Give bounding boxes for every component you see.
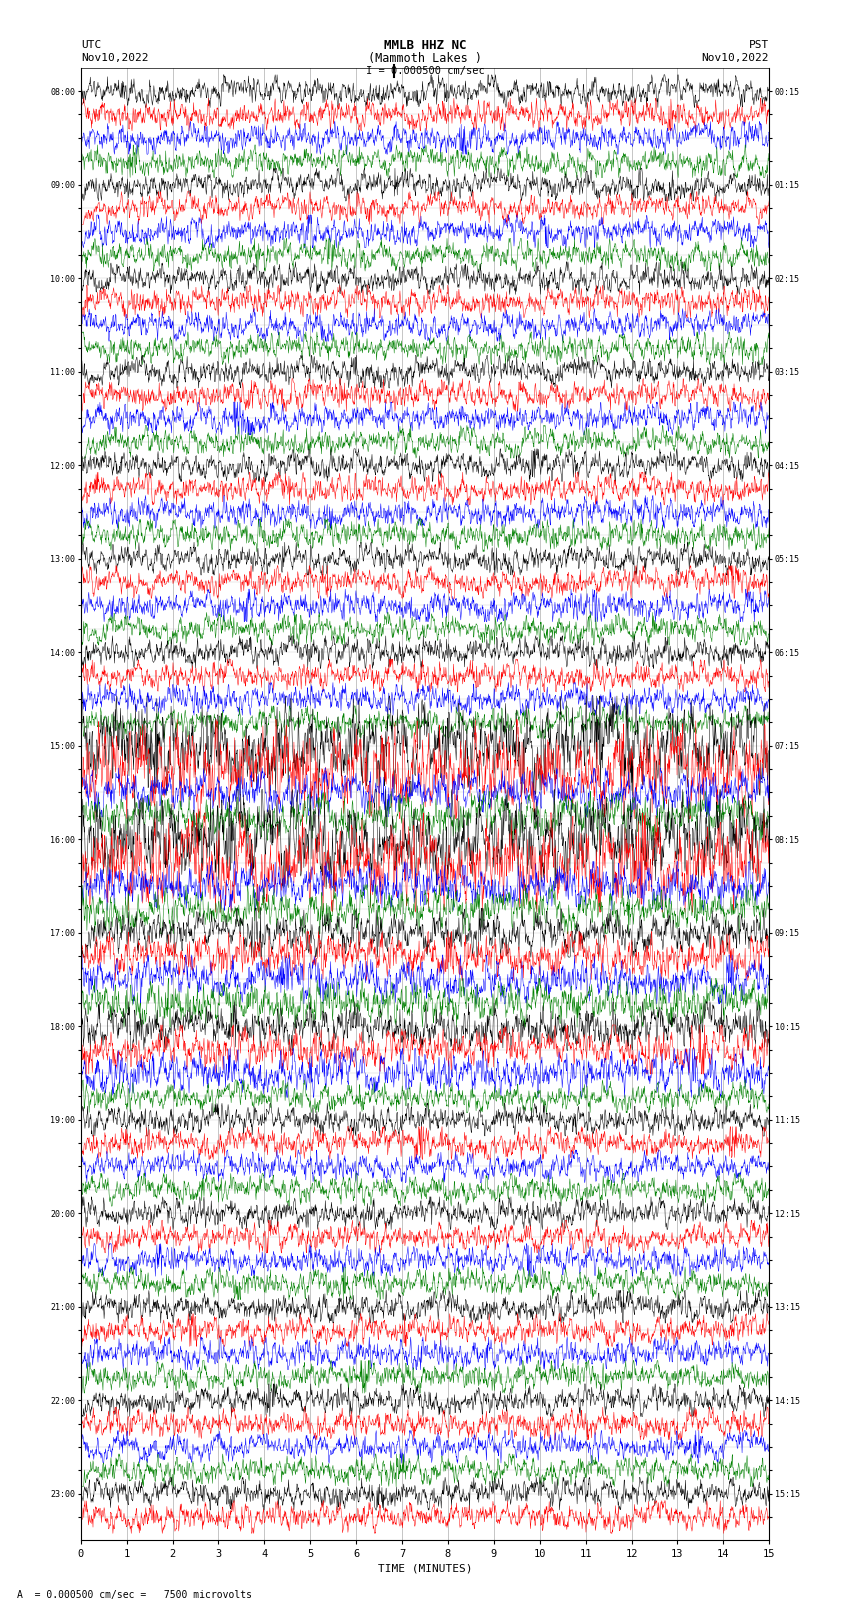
Text: I = 0.000500 cm/sec: I = 0.000500 cm/sec — [366, 66, 484, 76]
Text: (Mammoth Lakes ): (Mammoth Lakes ) — [368, 52, 482, 65]
Text: Nov10,2022: Nov10,2022 — [702, 53, 769, 63]
Text: MMLB HHZ NC: MMLB HHZ NC — [383, 39, 467, 52]
X-axis label: TIME (MINUTES): TIME (MINUTES) — [377, 1563, 473, 1574]
Text: PST: PST — [749, 40, 769, 50]
Text: Nov10,2022: Nov10,2022 — [81, 53, 148, 63]
Text: UTC: UTC — [81, 40, 101, 50]
Text: A  = 0.000500 cm/sec =   7500 microvolts: A = 0.000500 cm/sec = 7500 microvolts — [17, 1590, 252, 1600]
